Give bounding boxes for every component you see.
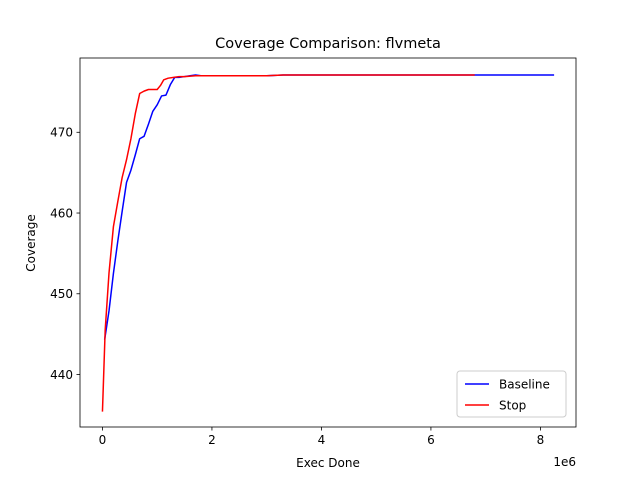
y-tick-label: 450: [50, 287, 73, 301]
x-offset-label: 1e6: [553, 455, 576, 469]
x-tick-label: 8: [537, 433, 545, 447]
plot-area: 0 2 4 6 8 440 450 460 470: [50, 57, 577, 447]
y-axis-label: Coverage: [24, 214, 38, 272]
x-tick-label: 4: [318, 433, 326, 447]
x-tick-label: 6: [427, 433, 435, 447]
x-axis-label: Exec Done: [296, 456, 360, 470]
chart-title: Coverage Comparison: flvmeta: [215, 36, 441, 52]
y-tick-label: 470: [50, 126, 73, 140]
series-group: [101, 74, 555, 412]
x-tick-label: 2: [208, 433, 216, 447]
series-line-stop: [101, 74, 475, 412]
y-tick-label: 460: [50, 206, 73, 220]
legend: Baseline Stop: [456, 370, 567, 418]
plot-frame: [79, 57, 577, 428]
y-tick-label: 440: [50, 368, 73, 382]
legend-label-stop: Stop: [499, 398, 526, 412]
x-tick-label: 0: [99, 433, 107, 447]
legend-label-baseline: Baseline: [499, 377, 550, 391]
